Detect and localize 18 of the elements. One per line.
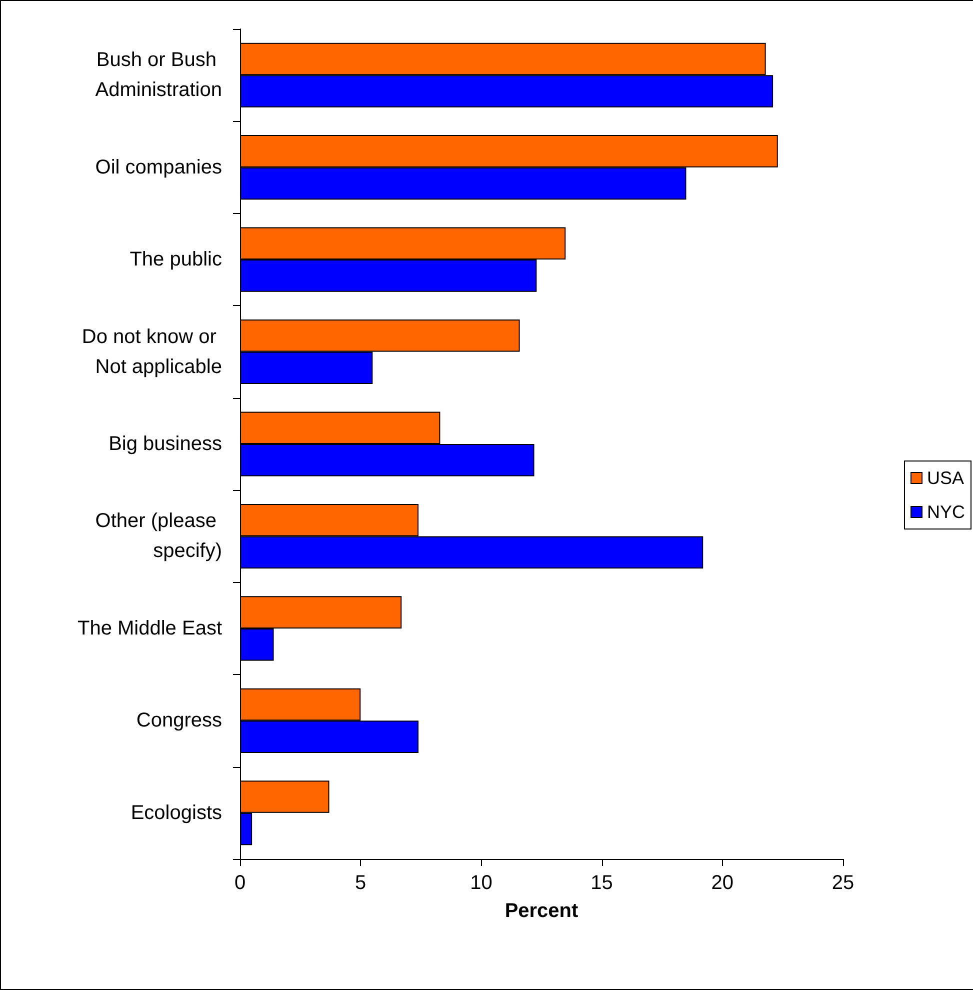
y-tick-label: Bush or Bush Administration bbox=[95, 49, 222, 102]
y-tick-label: Oil companies bbox=[95, 156, 222, 178]
x-tick-label: 0 bbox=[234, 872, 246, 894]
x-tick-label: 15 bbox=[590, 872, 613, 894]
y-tick-label: The Middle East bbox=[77, 617, 222, 640]
legend-label: USA bbox=[926, 468, 964, 488]
x-tick-label: 5 bbox=[355, 872, 366, 894]
y-tick-label: Other (please specify) bbox=[95, 510, 222, 562]
legend-label: NYC bbox=[926, 502, 966, 522]
x-axis-title: Percent bbox=[504, 900, 579, 922]
y-tick-label: The public bbox=[130, 248, 222, 271]
y-tick-label: Congress bbox=[136, 710, 222, 732]
x-tick-label: 25 bbox=[832, 872, 854, 894]
y-tick-label: Do not know or Not applicable bbox=[82, 326, 222, 378]
y-tick-label: Ecologists bbox=[130, 802, 222, 824]
y-tick-label: Big business bbox=[108, 433, 222, 455]
x-tick-label: 10 bbox=[470, 872, 492, 894]
x-tick-label: 20 bbox=[711, 872, 734, 894]
